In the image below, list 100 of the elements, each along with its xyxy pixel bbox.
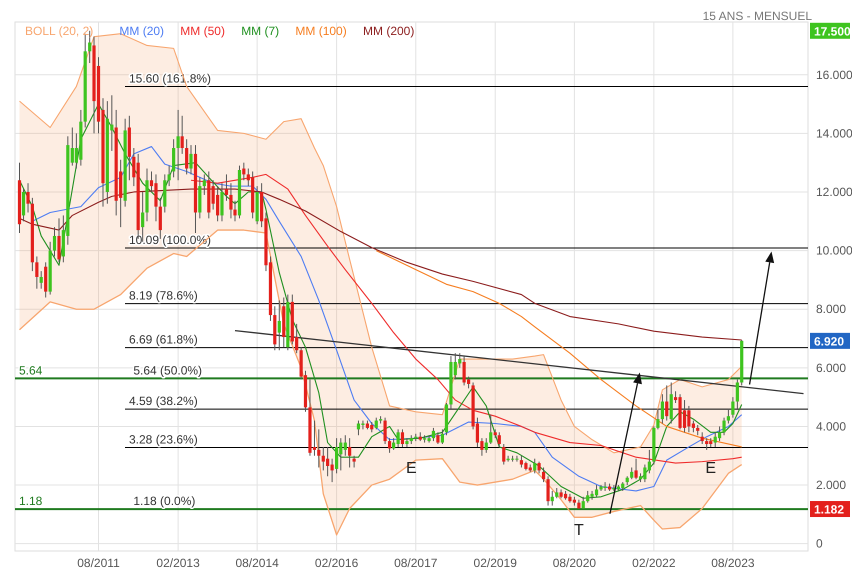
candlestick [577, 499, 580, 510]
x-tick-label: 02/2013 [156, 556, 200, 570]
ref-line-label: 1.18 [19, 494, 43, 508]
candlestick [533, 458, 536, 474]
ref-line-label: 4.59 (38.2%) [129, 394, 198, 408]
candlestick [705, 438, 708, 450]
candlestick [172, 138, 176, 178]
candlestick [660, 394, 664, 424]
candlestick [322, 446, 325, 471]
ref-line-label: 3.28 (23.6%) [129, 432, 198, 447]
candlestick [370, 422, 374, 433]
text: MM (50) [180, 24, 225, 38]
candlestick [224, 174, 228, 202]
candlestick [520, 455, 524, 468]
y-tick-label: 10.000 [816, 244, 854, 258]
candlestick [40, 270, 43, 290]
candlestick [374, 417, 378, 430]
y-tick-label: 12.000 [816, 184, 854, 199]
y-tick-label: 4.000 [816, 419, 846, 434]
ref-line-label: 5.64 [19, 363, 43, 378]
candlestick [498, 432, 501, 448]
y-tick-label: 8.000 [816, 302, 846, 316]
annotation: 1.18 (0.0%) [133, 494, 196, 508]
candlestick [185, 138, 188, 175]
candlestick [550, 490, 554, 506]
candlestick [335, 438, 338, 474]
candlestick [714, 432, 717, 448]
candlestick [317, 428, 320, 468]
ref-line-label: 6.69 (61.8%) [129, 332, 198, 347]
candlestick [356, 420, 360, 436]
annotation: T [574, 522, 584, 540]
candlestick [440, 428, 444, 445]
candlestick [180, 115, 184, 154]
x-tick-label: 08/2011 [77, 556, 120, 570]
candlestick [229, 182, 233, 219]
y-tick-label: 14.000 [816, 126, 854, 140]
series-label: BOLL (20, 2) [25, 24, 94, 38]
candlestick [700, 432, 704, 445]
line-series [18, 229, 742, 536]
candlestick [233, 200, 237, 222]
x-tick-label: 08/2017 [394, 556, 438, 570]
x-tick-label: 08/2023 [711, 556, 755, 570]
candlestick [546, 476, 550, 506]
candlestick [35, 256, 38, 290]
candlestick [57, 218, 61, 263]
candlestick [242, 162, 246, 181]
annotation: 5.64 (50.0%) [133, 363, 202, 378]
annotation: E [406, 460, 417, 477]
candlestick [586, 490, 590, 504]
candlestick [656, 408, 660, 430]
text: 17.500 [814, 24, 852, 38]
candlestick [462, 356, 466, 386]
candlestick [489, 414, 492, 445]
candlestick [731, 396, 734, 418]
y-tick-label: 16.000 [816, 68, 854, 82]
line-series [376, 250, 742, 448]
candlestick [682, 400, 686, 433]
ref-line-label: 8.19 (78.6%) [129, 288, 198, 303]
candlestick [352, 455, 356, 468]
candlestick [158, 197, 162, 240]
candlestick [502, 444, 506, 466]
candlestick [736, 379, 739, 410]
candlestick [278, 300, 281, 351]
candlestick [630, 466, 634, 480]
candlestick [436, 432, 440, 445]
candlestick [594, 484, 598, 498]
candlestick [22, 188, 26, 222]
x-tick-label: 08/2020 [552, 556, 596, 570]
candlestick [555, 487, 558, 499]
candlestick [202, 174, 206, 196]
annotation: E [705, 460, 716, 477]
candlestick [722, 417, 726, 436]
candlestick [189, 144, 193, 175]
y-tick-label: 6.000 [816, 360, 846, 375]
y-tick-label: 0 [816, 536, 823, 551]
x-tick-label: 02/2019 [474, 556, 518, 570]
candlestick [176, 109, 180, 181]
text: MM (200) [363, 24, 414, 38]
candlestick [484, 438, 488, 454]
text: MM (7) [241, 24, 280, 38]
candlestick [537, 461, 541, 474]
candlestick [220, 182, 224, 222]
chart-title: 15 ANS - MENSUEL [702, 9, 812, 23]
candlestick [26, 182, 30, 213]
candlestick [168, 165, 171, 187]
candlestick [726, 408, 730, 424]
text: 6.920 [814, 334, 844, 348]
candlestick [582, 496, 585, 510]
candlestick [665, 384, 668, 422]
text: 1.182 [814, 502, 844, 517]
candlestick [154, 174, 158, 222]
x-tick-label: 02/2022 [632, 556, 676, 570]
candlestick [383, 417, 387, 445]
candlestick [388, 438, 392, 454]
candlestick [52, 226, 56, 257]
text: MM (100) [295, 24, 347, 38]
candlestick [696, 424, 700, 436]
y-tick-label: 2.000 [816, 478, 846, 492]
x-tick-label: 02/2016 [314, 556, 359, 570]
candlestick [348, 438, 352, 468]
